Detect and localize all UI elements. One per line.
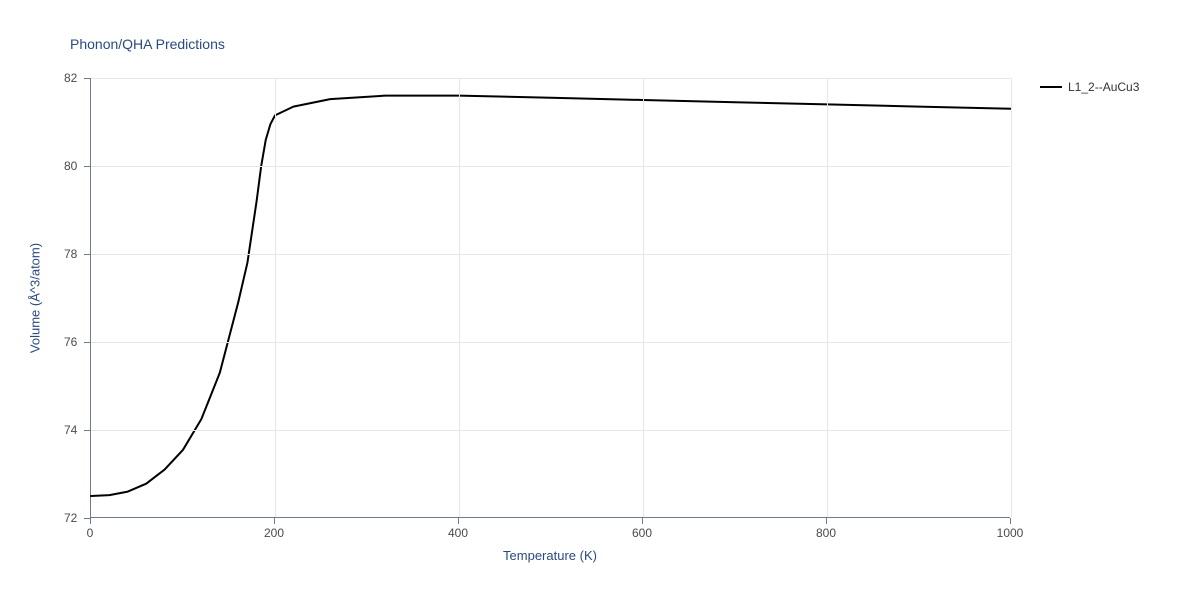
gridline-horizontal xyxy=(91,78,1010,79)
x-tick xyxy=(826,518,827,524)
x-axis-label: Temperature (K) xyxy=(503,548,597,563)
y-tick-label: 78 xyxy=(64,247,77,261)
x-tick-label: 0 xyxy=(87,526,94,540)
y-tick-label: 82 xyxy=(64,71,77,85)
y-tick xyxy=(84,78,90,79)
series-line xyxy=(91,96,1011,496)
gridline-vertical xyxy=(1011,78,1012,517)
x-tick xyxy=(1010,518,1011,524)
gridline-vertical xyxy=(827,78,828,517)
x-tick xyxy=(642,518,643,524)
x-tick-label: 1000 xyxy=(997,526,1024,540)
plot-area xyxy=(90,78,1010,518)
y-axis-label: Volume (Å^3/atom) xyxy=(28,243,43,353)
gridline-horizontal xyxy=(91,166,1010,167)
y-tick xyxy=(84,166,90,167)
y-tick-label: 76 xyxy=(64,335,77,349)
legend: L1_2--AuCu3 xyxy=(1040,80,1139,94)
gridline-horizontal xyxy=(91,254,1010,255)
gridline-vertical xyxy=(459,78,460,517)
gridline-horizontal xyxy=(91,342,1010,343)
y-tick-label: 72 xyxy=(64,511,77,525)
y-tick xyxy=(84,430,90,431)
gridline-vertical xyxy=(275,78,276,517)
y-tick xyxy=(84,518,90,519)
x-tick-label: 800 xyxy=(816,526,836,540)
x-tick-label: 600 xyxy=(632,526,652,540)
x-tick xyxy=(274,518,275,524)
gridline-vertical xyxy=(643,78,644,517)
x-tick xyxy=(90,518,91,524)
y-tick-label: 80 xyxy=(64,159,77,173)
legend-swatch xyxy=(1040,86,1062,88)
x-tick-label: 200 xyxy=(264,526,284,540)
line-series xyxy=(91,78,1011,518)
x-tick-label: 400 xyxy=(448,526,468,540)
y-tick xyxy=(84,254,90,255)
gridline-horizontal xyxy=(91,430,1010,431)
chart-container: Phonon/QHA Predictions Temperature (K) V… xyxy=(0,0,1200,600)
y-tick xyxy=(84,342,90,343)
chart-title: Phonon/QHA Predictions xyxy=(70,36,225,52)
y-tick-label: 74 xyxy=(64,423,77,437)
legend-label: L1_2--AuCu3 xyxy=(1068,80,1139,94)
x-tick xyxy=(458,518,459,524)
